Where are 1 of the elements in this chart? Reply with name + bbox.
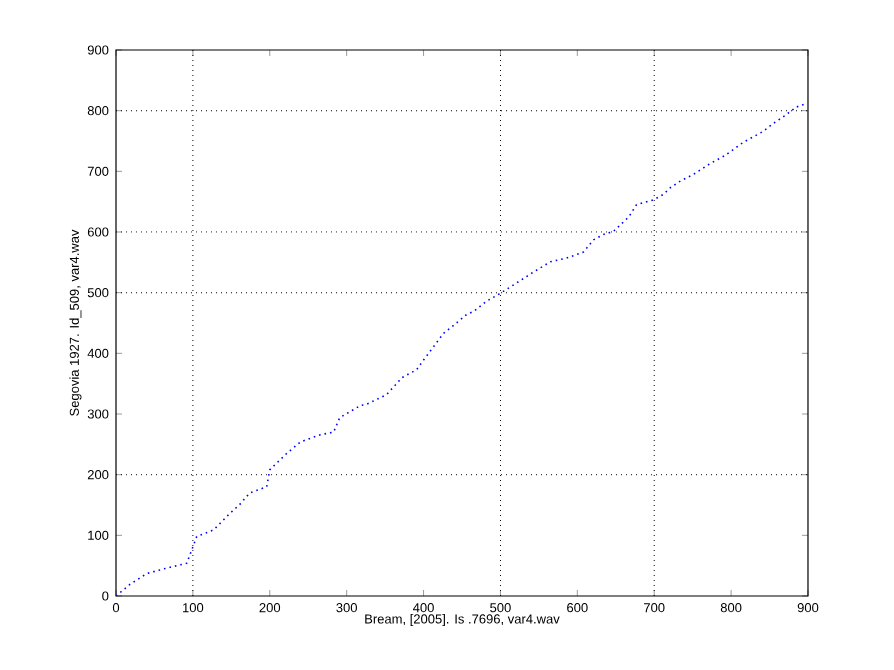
line-series xyxy=(116,102,808,596)
